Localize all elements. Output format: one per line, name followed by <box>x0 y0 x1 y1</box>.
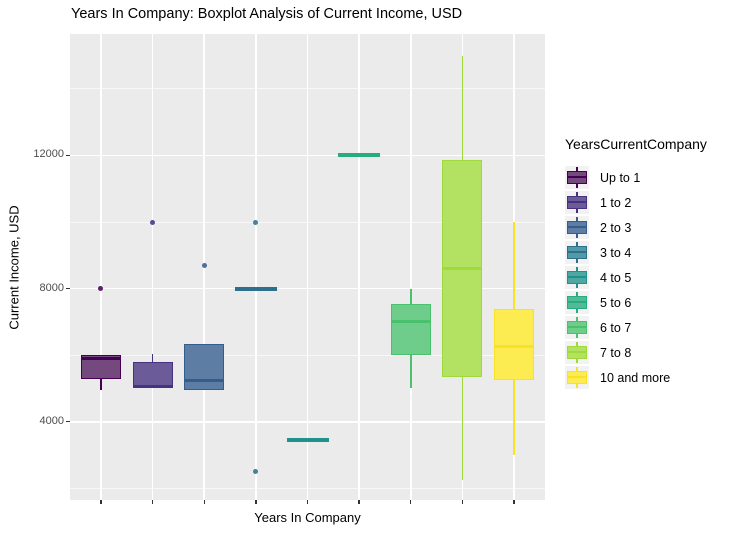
x-major-gridline <box>410 34 412 500</box>
legend-item-label: 6 to 7 <box>600 321 632 335</box>
legend-key-median <box>567 226 587 228</box>
outlier-point <box>201 262 207 268</box>
boxplot-box <box>132 361 173 389</box>
x-tick-mark <box>461 500 464 504</box>
legend-item: Up to 1 <box>563 166 743 189</box>
outlier-point <box>253 219 259 225</box>
legend-key-boxplot-icon <box>565 191 589 214</box>
legend-key-boxplot-icon <box>565 291 589 314</box>
x-tick-mark <box>100 500 102 504</box>
legend-key-median <box>567 351 587 353</box>
legend-key-median <box>567 251 587 253</box>
x-tick-mark <box>203 500 205 504</box>
legend-item: 3 to 4 <box>563 241 743 264</box>
upper-whisker <box>151 353 154 362</box>
x-major-gridline <box>306 34 309 500</box>
legend-key-median <box>567 326 587 328</box>
median-line <box>495 345 534 349</box>
boxplot-degenerate-line <box>338 153 381 158</box>
chart-title: Years In Company: Boxplot Analysis of Cu… <box>71 6 463 22</box>
boxplot-box <box>80 355 121 379</box>
legend-item-label: 3 to 4 <box>600 246 632 260</box>
upper-whisker <box>513 222 515 309</box>
x-tick-mark <box>410 500 412 504</box>
legend-item: 5 to 6 <box>563 291 743 314</box>
legend-item: 7 to 8 <box>563 341 743 364</box>
legend-item-label: 2 to 3 <box>600 221 632 235</box>
legend-item: 6 to 7 <box>563 316 743 339</box>
median-line <box>185 378 224 382</box>
legend-item-label: Up to 1 <box>600 171 641 185</box>
legend-key-median <box>567 276 587 278</box>
median-line <box>443 267 482 271</box>
x-tick-mark <box>306 500 309 504</box>
plot-panel <box>70 34 545 500</box>
y-tick-label: 12000 <box>33 148 64 161</box>
y-tick-label: 8000 <box>39 281 64 294</box>
outlier-point <box>98 286 104 292</box>
x-tick-mark <box>151 500 154 504</box>
legend-item: 4 to 5 <box>563 266 743 289</box>
lower-whisker <box>100 378 102 391</box>
legend-item: 1 to 2 <box>563 191 743 214</box>
y-tick-mark <box>66 287 70 290</box>
legend-key-median <box>567 376 587 378</box>
legend-item-label: 10 and more <box>600 371 671 385</box>
legend-key-median <box>567 176 587 178</box>
boxplot-degenerate-line <box>286 438 329 443</box>
x-tick-mark <box>358 500 360 504</box>
x-tick-mark <box>513 500 515 504</box>
legend-item-label: 1 to 2 <box>600 196 632 210</box>
upper-whisker <box>409 288 412 304</box>
upper-whisker <box>461 55 464 161</box>
legend-key-boxplot-icon <box>565 366 589 389</box>
legend-key-boxplot-icon <box>565 341 589 364</box>
y-tick-mark <box>66 421 70 423</box>
lower-whisker <box>409 355 412 389</box>
x-major-gridline <box>358 34 360 500</box>
legend-key-median <box>567 201 587 203</box>
boxplot-box <box>184 343 225 391</box>
median-line <box>81 357 120 361</box>
y-axis-title: Current Income, USD <box>6 205 22 330</box>
legend-item-label: 5 to 6 <box>600 296 632 310</box>
legend-key-boxplot-icon <box>565 316 589 339</box>
lower-whisker <box>513 380 515 456</box>
x-tick-mark <box>255 500 257 504</box>
boxplot-box <box>390 303 431 356</box>
legend-key-median <box>567 301 587 303</box>
median-line <box>391 320 430 324</box>
x-major-gridline <box>100 34 102 500</box>
legend-item-label: 4 to 5 <box>600 271 632 285</box>
y-tick-label: 4000 <box>39 414 64 427</box>
outlier-point <box>253 469 259 475</box>
legend-key-boxplot-icon <box>565 166 589 189</box>
x-axis-title: Years In Company <box>254 510 361 525</box>
x-major-gridline <box>255 34 257 500</box>
legend-key-boxplot-icon <box>565 266 589 289</box>
legend-item-label: 7 to 8 <box>600 346 632 360</box>
legend-key-boxplot-icon <box>565 216 589 239</box>
outlier-point <box>150 219 156 225</box>
boxplot-degenerate-line <box>234 286 277 291</box>
x-major-gridline <box>151 34 154 500</box>
legend-title: YearsCurrentCompany <box>565 136 707 152</box>
lower-whisker <box>461 376 464 480</box>
legend-key-boxplot-icon <box>565 241 589 264</box>
legend-item: 2 to 3 <box>563 216 743 239</box>
boxplot-box <box>494 308 535 381</box>
legend-item: 10 and more <box>563 366 743 389</box>
median-line <box>133 385 172 389</box>
y-tick-mark <box>66 154 70 157</box>
